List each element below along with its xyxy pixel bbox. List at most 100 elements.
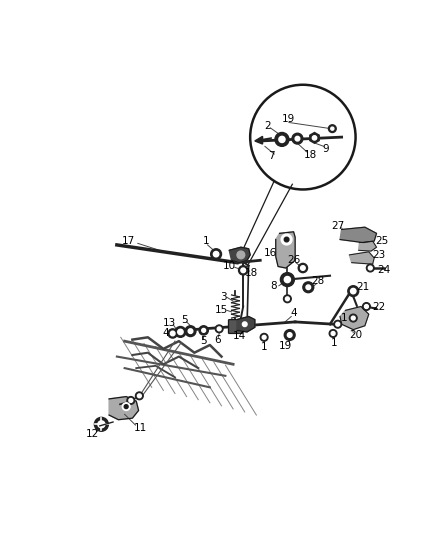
Text: 10: 10 [222,261,235,271]
Circle shape [188,329,192,334]
Polygon shape [109,397,138,419]
Circle shape [280,273,294,287]
Circle shape [240,268,245,273]
Text: 2: 2 [263,120,270,131]
Text: 16: 16 [263,248,276,257]
Circle shape [287,333,291,337]
Circle shape [135,392,143,400]
Circle shape [333,320,341,328]
Polygon shape [349,252,373,264]
Circle shape [302,282,313,293]
Text: 1: 1 [260,342,267,352]
Circle shape [280,234,291,245]
Circle shape [238,265,247,275]
Text: 18: 18 [244,269,258,278]
Circle shape [98,421,105,428]
Circle shape [213,252,218,257]
Text: 3: 3 [219,292,226,302]
Polygon shape [339,306,368,329]
Circle shape [124,405,128,408]
Circle shape [347,286,358,296]
Circle shape [261,335,265,339]
Text: 28: 28 [311,276,324,286]
Circle shape [278,136,284,142]
Text: 18: 18 [303,150,317,160]
Circle shape [120,401,131,412]
Circle shape [284,277,290,282]
Text: 19: 19 [279,341,292,351]
Circle shape [349,314,356,322]
Circle shape [328,329,336,337]
Circle shape [137,394,141,398]
Circle shape [284,329,294,341]
Circle shape [367,266,371,270]
Circle shape [168,329,177,338]
Circle shape [297,263,307,273]
Circle shape [350,288,355,294]
Text: 1: 1 [340,313,346,323]
Circle shape [284,237,288,242]
Text: 15: 15 [214,305,228,316]
Polygon shape [339,227,376,243]
Text: 7: 7 [268,151,275,161]
Text: 8: 8 [269,281,276,290]
Text: 26: 26 [286,255,300,265]
Circle shape [311,136,316,140]
Text: 20: 20 [348,330,361,340]
Text: 5: 5 [180,314,187,325]
Circle shape [285,297,289,301]
Circle shape [364,304,367,309]
Circle shape [366,264,373,272]
Text: 13: 13 [162,318,176,328]
Circle shape [294,136,299,141]
Circle shape [328,125,336,133]
Polygon shape [358,241,376,251]
Text: 23: 23 [371,250,385,260]
Circle shape [274,133,288,147]
Text: 9: 9 [322,144,328,154]
Polygon shape [237,317,254,332]
Circle shape [330,127,333,130]
Circle shape [291,133,302,144]
Circle shape [94,417,108,431]
Circle shape [122,403,130,410]
Text: 11: 11 [133,423,146,433]
Circle shape [305,285,310,289]
Circle shape [300,265,304,270]
Text: 4: 4 [162,328,169,338]
Text: 12: 12 [85,429,99,439]
Circle shape [242,322,247,327]
Circle shape [362,303,370,310]
Circle shape [201,328,205,332]
Circle shape [330,332,334,335]
Circle shape [175,327,185,337]
Circle shape [335,322,339,326]
Text: 1: 1 [330,338,336,349]
Circle shape [129,399,132,402]
Text: 21: 21 [355,282,368,292]
Polygon shape [309,133,318,143]
Text: 5: 5 [200,336,206,346]
Text: 4: 4 [290,309,296,318]
FancyBboxPatch shape [228,320,242,334]
Polygon shape [275,232,294,268]
Text: 6: 6 [214,335,220,345]
Circle shape [240,320,249,329]
Circle shape [350,316,354,320]
Circle shape [260,334,267,341]
Circle shape [217,327,221,331]
Text: 22: 22 [371,302,385,311]
Text: 1: 1 [202,236,209,246]
Circle shape [198,326,208,335]
Text: 19: 19 [282,115,295,124]
Circle shape [237,251,244,259]
Circle shape [185,326,195,336]
Circle shape [127,397,134,405]
Text: 14: 14 [232,331,245,341]
Circle shape [170,331,175,336]
Text: 17: 17 [122,236,135,246]
Polygon shape [254,136,271,144]
Circle shape [210,249,221,260]
Circle shape [283,295,290,303]
Text: 27: 27 [330,221,343,231]
